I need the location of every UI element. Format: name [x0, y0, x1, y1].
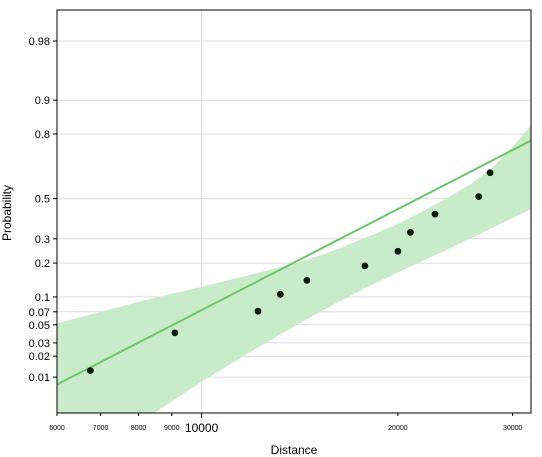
y-tick-label: 0.1: [35, 292, 50, 304]
data-point: [486, 169, 494, 177]
x-tick-label: 10000: [185, 421, 219, 435]
y-tick-label: 0.01: [29, 372, 50, 384]
fit-line-layer: [57, 139, 531, 386]
data-point: [431, 210, 439, 218]
data-point: [475, 193, 483, 201]
y-tick-label: 0.5: [35, 194, 50, 206]
data-points-layer: [87, 169, 494, 374]
y-tick-label: 0.03: [29, 338, 50, 350]
data-point: [254, 307, 262, 315]
y-tick-label: 0.3: [35, 234, 50, 246]
y-tick-label: 0.07: [29, 307, 50, 319]
data-point: [87, 367, 94, 374]
x-minor-tick-label: 6000: [49, 425, 65, 432]
x-minor-tick-label: 9000: [164, 425, 180, 432]
data-point: [276, 290, 284, 298]
data-point: [394, 247, 402, 255]
y-axis-title: Probability: [0, 185, 14, 241]
data-point: [171, 329, 179, 337]
y-tick-label: 0.9: [35, 95, 50, 107]
data-point: [361, 262, 369, 270]
x-axis-title: Distance: [271, 443, 318, 457]
y-tick-label: 0.02: [29, 351, 50, 363]
x-minor-tick-label: 20000: [388, 425, 408, 432]
axis-ticks: 0.01 0.020.03 0.050.07 0.1 0.2 0.3 0.5 0.8 0.9 0.…: [29, 36, 523, 435]
y-tick-label: 0.05: [29, 320, 50, 332]
plot-area: [56, 9, 532, 414]
data-point: [407, 228, 414, 236]
data-point: [303, 277, 311, 284]
y-tick-label: 0.98: [29, 36, 50, 48]
x-minor-tick-label: 30000: [503, 425, 523, 432]
y-tick-label: 0.2: [35, 258, 50, 270]
fit-line: [57, 139, 531, 386]
y-tick-label: 0.8: [35, 129, 50, 141]
confidence-band-layer: [57, 125, 531, 413]
x-minor-tick-label: 8000: [131, 425, 147, 432]
x-minor-tick-label: 7000: [93, 425, 109, 432]
confidence-band: [57, 125, 531, 413]
